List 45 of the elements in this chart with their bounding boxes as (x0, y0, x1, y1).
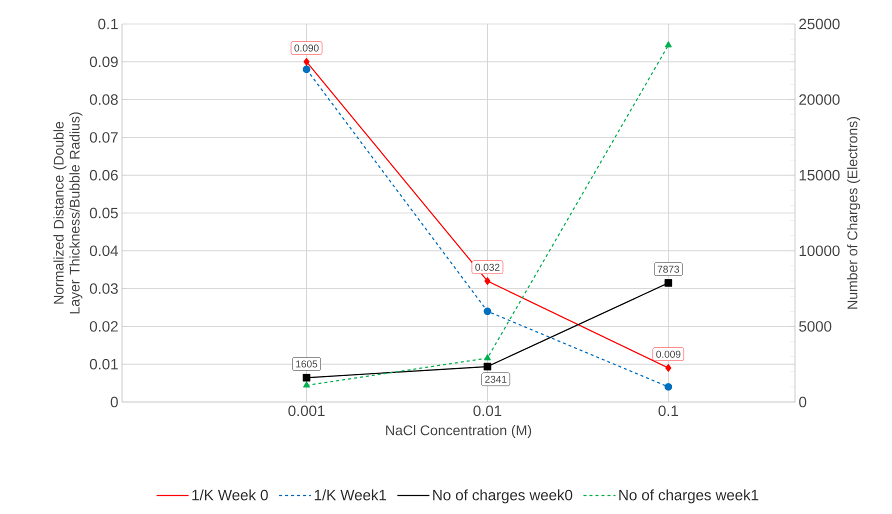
y-axis-title: Normalized Distance (Double Layer Thickness/Bubble Radius) (53, 112, 82, 314)
point (664, 41, 672, 48)
point (664, 383, 672, 391)
y-tick-label: 0.04 (90, 245, 118, 256)
data-label: 7873 (658, 266, 680, 273)
y2-axis-title: Number of Charges (Electrons) (847, 117, 860, 309)
data-label: 1605 (296, 360, 318, 368)
data-label: 0.009 (656, 350, 680, 358)
y2-tick-label: 10000 (800, 245, 840, 256)
y-tick-label: 0.03 (90, 283, 118, 294)
point (484, 277, 490, 285)
y-tick-label: 0.05 (90, 208, 118, 218)
y2-tick-label: 5000 (799, 321, 832, 332)
point (484, 354, 491, 360)
y-tick-label: 0.01 (90, 358, 118, 370)
legend-label: No of charges week0 (433, 489, 572, 504)
point (484, 307, 492, 316)
legend-label: 1/K Week1 (314, 489, 386, 500)
x-tick-label: 0.1 (658, 406, 678, 416)
y-tick-label: 0.02 (90, 321, 118, 332)
x-axis-title: NaCl Concentration (M) (386, 425, 532, 438)
point (302, 66, 310, 74)
legend-label: 1/K Week 0 (192, 489, 268, 500)
y-tick-label: 0 (110, 396, 118, 408)
y-tick-label: 0.09 (90, 56, 118, 68)
data-label: 2341 (485, 376, 506, 383)
x-tick-label: 0.001 (288, 406, 325, 416)
point (484, 362, 492, 370)
data-label: 0.032 (475, 264, 500, 271)
legend-label: No of charges week1 (619, 489, 758, 504)
data-label: 0.090 (294, 44, 319, 52)
y-tick-label: 0.08 (90, 94, 118, 105)
y2-tick-label: 0 (799, 396, 806, 408)
y-tick-label: 0.07 (90, 132, 118, 143)
point (303, 382, 310, 388)
y2-tick-label: 25000 (799, 18, 840, 30)
x-tick-label: 0.01 (473, 406, 502, 416)
y2-tick-label: 15000 (800, 170, 840, 180)
point (665, 364, 672, 372)
point (302, 374, 310, 382)
point (664, 279, 672, 287)
y-tick-label: 0.1 (98, 18, 118, 30)
y2-tick-label: 20000 (799, 94, 840, 105)
y-tick-label: 0.06 (90, 170, 118, 180)
point (304, 58, 310, 66)
